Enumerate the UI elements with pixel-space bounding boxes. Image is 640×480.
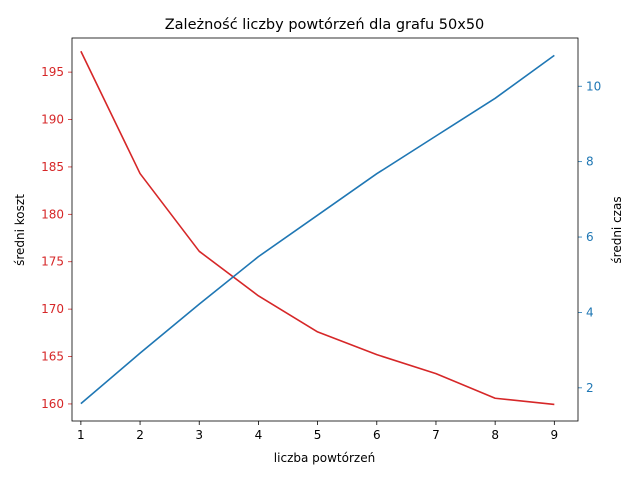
x-tick-label: 5 bbox=[314, 428, 322, 442]
right-y-tick-label: 10 bbox=[586, 79, 601, 93]
right-y-tick-label: 4 bbox=[586, 305, 594, 319]
right-y-axis-title: średni czas bbox=[610, 196, 624, 263]
time-series-line bbox=[80, 54, 555, 405]
x-tick-label: 6 bbox=[373, 428, 381, 442]
left-y-axis-title: średni koszt bbox=[13, 194, 27, 266]
left-y-tick-label: 195 bbox=[41, 65, 64, 79]
x-tick-label: 7 bbox=[432, 428, 440, 442]
x-axis-title: liczba powtórzeń bbox=[274, 451, 375, 465]
x-tick-label: 2 bbox=[136, 428, 144, 442]
right-y-tick-label: 6 bbox=[586, 230, 594, 244]
plot-area: 1 2 3 4 5 6 7 8 9 160 165 170 175 180 185 190 195 2 4 6 8 10 bbox=[41, 37, 601, 442]
plot-frame bbox=[71, 37, 579, 422]
right-y-tick-label: 2 bbox=[586, 381, 594, 395]
left-y-tick-label: 165 bbox=[41, 350, 64, 364]
left-y-tick-label: 160 bbox=[41, 397, 64, 411]
left-y-tick-label: 175 bbox=[41, 255, 64, 269]
left-y-tick-label: 190 bbox=[41, 113, 64, 127]
x-tick-label: 4 bbox=[255, 428, 263, 442]
chart-title: Zależność liczby powtórzeń dla grafu 50x… bbox=[165, 17, 485, 33]
left-y-tick-label: 180 bbox=[41, 207, 64, 221]
left-y-tick-label: 185 bbox=[41, 160, 64, 174]
x-tick-label: 9 bbox=[551, 428, 559, 442]
right-y-tick-label: 8 bbox=[586, 155, 594, 169]
x-tick-label: 8 bbox=[491, 428, 499, 442]
x-tick-label: 1 bbox=[77, 428, 85, 442]
x-tick-label: 3 bbox=[195, 428, 203, 442]
left-y-tick-label: 170 bbox=[41, 302, 64, 316]
cost-series-line bbox=[80, 50, 555, 406]
